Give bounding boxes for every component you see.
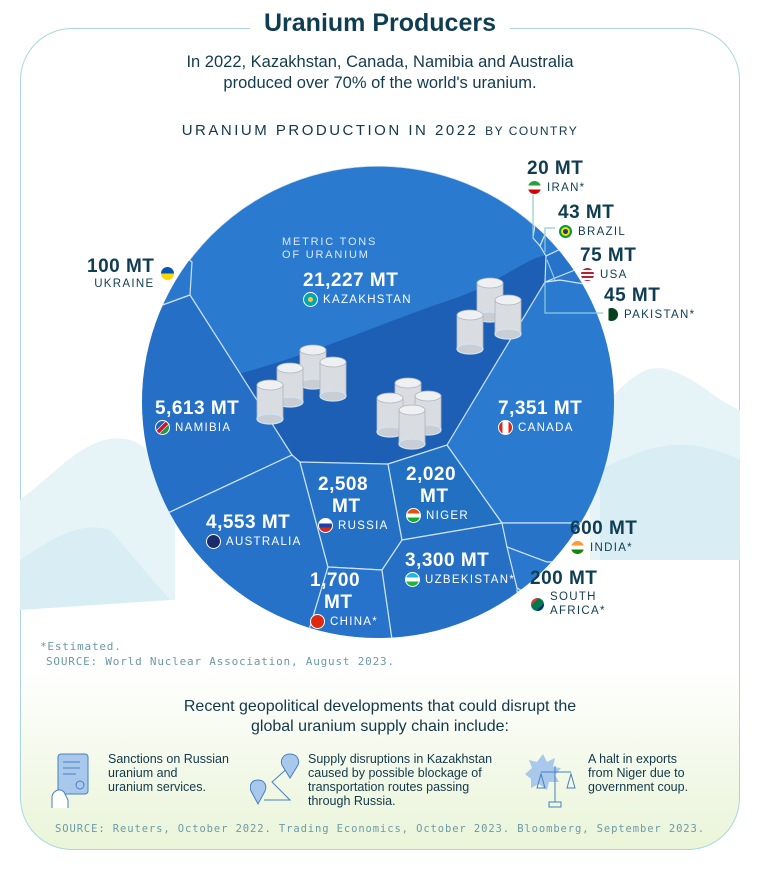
- label-iran: 20 MT IRAN*: [527, 158, 586, 195]
- uranium-barrel-icon: [456, 343, 484, 355]
- estimated-note: *Estimated.: [40, 640, 122, 653]
- value-label: 45 MT: [604, 285, 661, 306]
- value-label: 2,508: [318, 474, 369, 495]
- label-uzbekistan: 3,300 MT UZBEKISTAN*: [405, 550, 516, 587]
- unit-label: MT: [324, 592, 353, 613]
- ukraine-flag-icon: [160, 265, 176, 281]
- value-label: 100 MT: [87, 256, 155, 277]
- value-label: 43 MT: [558, 202, 615, 223]
- value-label: 600 MT: [570, 518, 638, 539]
- canada-flag-icon: [498, 420, 513, 435]
- value-label: 4,553 MT: [206, 512, 291, 533]
- niger-flag-icon: [406, 508, 421, 523]
- label-pakistan: 45 MT PAKISTAN*: [604, 285, 696, 322]
- value-label: 1,700: [310, 570, 361, 591]
- uranium-barrel-icon: [256, 379, 284, 391]
- value-label: 7,351 MT: [498, 398, 583, 419]
- uranium-barrel-icon: [398, 438, 426, 450]
- uranium-barrel-icon: [299, 344, 327, 356]
- value-label: 21,227 MT: [303, 270, 399, 291]
- uranium-barrel-icon: [319, 361, 347, 397]
- pakistan-flag-icon: [604, 307, 619, 322]
- label-namibia: 5,613 MT NAMIBIA: [155, 398, 240, 435]
- value-label: 2,020: [406, 464, 457, 485]
- namibia-flag-icon: [155, 420, 170, 435]
- chart-source: SOURCE: World Nuclear Association, Augus…: [46, 655, 395, 668]
- label-canada: 7,351 MT CANADA: [498, 398, 583, 435]
- value-label: 75 MT: [580, 245, 637, 266]
- uranium-barrel-icon: [414, 390, 442, 402]
- uranium-barrel-icon: [256, 413, 284, 425]
- value-label: 5,613 MT: [155, 398, 240, 419]
- developments-source: SOURCE: Reuters, October 2022. Trading E…: [55, 823, 705, 835]
- kazakhstan-flag-icon: [303, 292, 318, 307]
- justice-scales-icon: [525, 754, 576, 808]
- unit-annotation: METRIC TONS OF URANIUM: [282, 236, 378, 261]
- value-label: 20 MT: [527, 158, 584, 179]
- cell-uzbekistan: [381, 522, 521, 638]
- development-item-kazakhstan: Supply disruptions in Kazakhstan caused b…: [250, 752, 492, 810]
- subtitle: In 2022, Kazakhstan, Canada, Namibia and…: [186, 53, 574, 92]
- label-niger: 2,020 MT NIGER: [406, 464, 469, 523]
- value-label: 200 MT: [530, 568, 598, 589]
- background-hills: [20, 368, 740, 610]
- unit-label: MT: [332, 496, 361, 517]
- label-russia: 2,508 MT RUSSIA: [318, 474, 389, 533]
- chart-title: URANIUM PRODUCTION IN 2022 BY COUNTRY: [181, 122, 579, 139]
- barrel-illustrations: [256, 277, 522, 450]
- uranium-barrel-icon: [319, 356, 347, 368]
- label-india: 600 MT INDIA*: [570, 518, 638, 555]
- uranium-barrel-icon: [456, 309, 484, 321]
- developments-title: Recent geopolitical developments that co…: [183, 698, 577, 735]
- usa-flag-icon: [580, 267, 595, 282]
- china-flag-icon: [310, 614, 325, 629]
- australia-flag-icon: [206, 534, 221, 549]
- page-title: Uranium Producers: [0, 9, 760, 38]
- label-ukraine: 100 MT UKRAINE: [87, 256, 176, 290]
- label-australia: 4,553 MT AUSTRALIA: [206, 512, 302, 549]
- india-flag-icon: [570, 540, 585, 555]
- uranium-barrel-icon: [319, 390, 347, 402]
- uranium-barrel-icon: [276, 362, 304, 374]
- brazil-flag-icon: [558, 224, 573, 239]
- label-south-africa: 200 MT SOUTH AFRICA*: [530, 568, 606, 617]
- label-brazil: 43 MT BRAZIL: [558, 202, 627, 239]
- uranium-barrel-icon: [376, 392, 404, 404]
- russia-flag-icon: [318, 518, 333, 533]
- unit-label: MT: [420, 486, 449, 507]
- uranium-barrel-icon: [494, 294, 522, 306]
- uranium-barrel-icon: [398, 404, 426, 416]
- route-map-pin-icon: [250, 753, 300, 806]
- leader-lines: [532, 195, 603, 314]
- uranium-barrel-icon: [394, 377, 422, 389]
- value-label: 3,300 MT: [405, 550, 490, 571]
- development-item-sanctions: Sanctions on Russian uranium and uranium s…: [50, 752, 229, 810]
- label-kazakhstan: 21,227 MT KAZAKHSTAN: [303, 270, 412, 307]
- label-usa: 75 MT USA: [580, 245, 637, 282]
- label-china: 1,700 MT CHINA*: [310, 570, 379, 629]
- uranium-barrel-icon: [494, 328, 522, 340]
- development-item-niger: A halt in exports from Niger due to govern…: [525, 752, 688, 810]
- iran-flag-icon: [527, 180, 542, 195]
- sanctions-document-icon: [51, 753, 89, 808]
- south-africa-flag-icon: [530, 596, 545, 612]
- uranium-barrel-icon: [476, 277, 504, 289]
- uzbekistan-flag-icon: [405, 572, 420, 587]
